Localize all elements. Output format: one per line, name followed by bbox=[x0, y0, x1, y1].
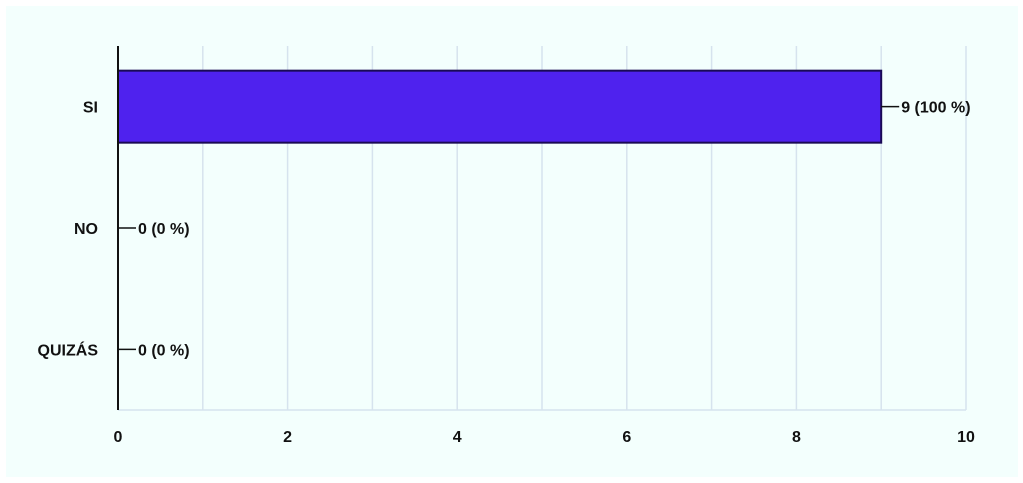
x-tick-label: 10 bbox=[957, 429, 975, 446]
x-tick-label: 8 bbox=[792, 429, 801, 446]
value-label: 0 (0 %) bbox=[138, 342, 190, 359]
x-tick-label: 6 bbox=[622, 429, 631, 446]
category-label: QUIZÁS bbox=[38, 340, 99, 359]
x-tick-label: 4 bbox=[453, 429, 462, 446]
x-tick-label: 2 bbox=[283, 429, 292, 446]
value-label: 9 (100 %) bbox=[901, 100, 970, 117]
bar bbox=[117, 69, 883, 144]
value-label: 0 (0 %) bbox=[138, 221, 190, 238]
category-label: NO bbox=[74, 221, 98, 238]
category-label: SI bbox=[83, 100, 98, 117]
x-tick-label: 0 bbox=[114, 429, 123, 446]
